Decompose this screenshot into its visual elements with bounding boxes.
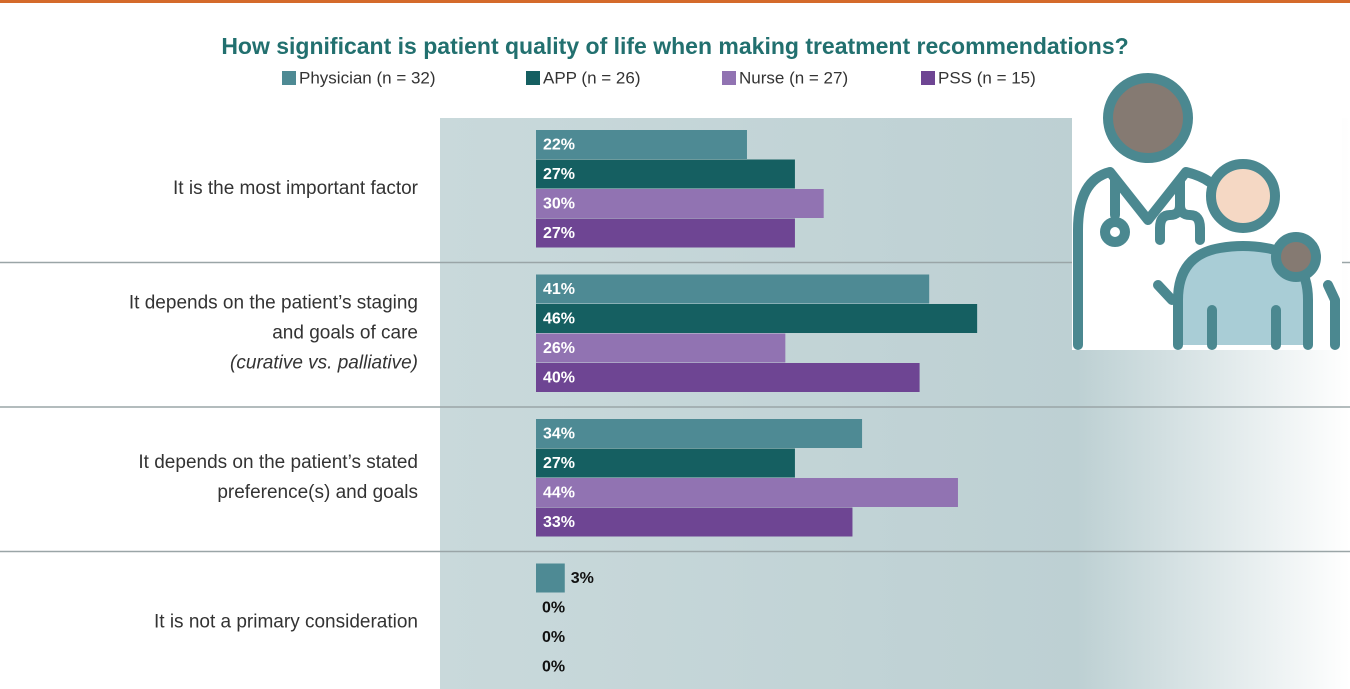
legend-swatch [722,71,736,85]
bar [536,218,795,248]
legend-label: PSS (n = 15) [938,68,1036,87]
category-label: preference(s) and goals [217,482,418,503]
category-label: It is the most important factor [173,178,419,199]
value-label: 40% [543,370,575,387]
value-label: 0% [542,659,565,676]
bar [536,333,786,363]
bar [536,478,958,507]
legend-swatch [282,71,296,85]
bar [536,130,747,159]
legend-swatch [526,71,540,85]
value-label: 26% [543,340,575,357]
legend-label: Nurse (n = 27) [739,68,848,87]
value-label: 22% [543,137,575,154]
plot: Physician (n = 32) APP (n = 26) Nurse (n =… [0,68,1350,676]
category-note: (curative vs. palliative) [230,353,418,374]
value-label: 27% [543,166,575,183]
bar [536,419,863,448]
legend-label: Physician (n = 32) [299,68,436,87]
value-label: 3% [571,570,594,587]
bar [536,507,853,537]
legend-swatch [921,71,935,85]
value-label: 0% [542,600,565,617]
value-label: 33% [543,514,575,531]
bar [536,159,795,189]
bar [536,563,565,593]
value-label: 27% [543,225,575,242]
top-rule [0,0,1350,3]
value-label: 46% [543,311,575,328]
value-label: 44% [543,485,575,502]
value-label: 30% [543,196,575,213]
value-label: 41% [543,281,575,298]
value-label: 0% [542,629,565,646]
bar [536,274,930,304]
value-label: 27% [543,455,575,472]
value-label: 34% [543,426,575,443]
bar [536,304,978,333]
legend-label: APP (n = 26) [543,68,641,87]
bar [536,189,824,218]
category-label: It depends on the patient’s staging [129,293,418,314]
category-label: It is not a primary consideration [154,612,418,633]
category-label: and goals of care [272,323,418,344]
chart-title: How significant is patient quality of li… [221,33,1128,59]
bar [536,448,795,478]
bar [536,363,920,392]
category-label: It depends on the patient’s stated [138,452,418,473]
illustration [1072,73,1342,350]
